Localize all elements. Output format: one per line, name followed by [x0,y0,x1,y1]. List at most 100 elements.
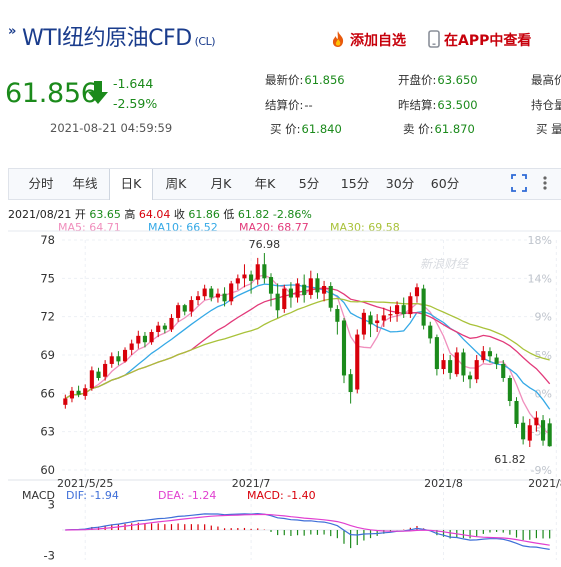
candle-down [116,356,121,362]
candle-up [381,315,386,321]
candle-up [176,305,181,318]
tab-15min[interactable]: 15分 [340,176,370,191]
quote-open: 开盘价:63.650 [398,73,478,87]
candle-up [69,390,75,399]
instrument-name: WTI纽约原油CFD [22,26,192,51]
candle-up [474,360,479,380]
candle-up [195,296,201,301]
price-change: -1.644 [113,76,154,91]
quote-bid: 买 价:61.840 [270,122,342,136]
candle-down [368,315,373,325]
candle-down [540,420,546,441]
candle-up [395,305,400,315]
candle-down [275,293,280,311]
candle-down [448,360,453,373]
period-tabs: 分时 年线 日K 周K 月K 年K 5分 15分 30分 60分 [8,168,561,200]
watermark: 新浪财经 [420,257,470,271]
candle-down [142,335,147,343]
candle-up [242,274,247,279]
candle-up [527,425,532,441]
x-tick-label: 2021/8/21 [528,477,561,490]
tab-yearly-k[interactable]: 年K [254,176,276,191]
candle-up [308,278,313,295]
last-price: 61.856 [5,78,98,109]
tab-daily-k[interactable]: 日K [109,169,153,200]
y-tick-label: 69 [40,348,55,362]
candle-up [63,398,68,405]
candle-down [494,357,499,364]
candle-down [96,371,101,378]
candle-down [341,320,347,376]
y-pct-label: -9% [531,464,552,477]
candle-up [534,417,539,426]
flame-icon [330,30,346,52]
y-tick-label: 75 [40,271,55,285]
candle-down [521,422,526,440]
x-tick-label: 2021/8 [424,477,463,490]
tab-5min[interactable]: 5分 [298,176,320,191]
tab-intraday[interactable]: 分时 [28,176,54,191]
candle-up [109,356,114,364]
candle-up [136,335,141,344]
tab-60min[interactable]: 60分 [430,176,460,191]
ma5-line [64,274,551,435]
quote-time: 2021-08-21 04:59:59 [50,121,173,135]
candle-down [315,278,320,293]
candle-down [162,325,167,330]
macd-dif: DIF: -1.94 [66,489,119,502]
y-pct-label: 14% [528,272,552,285]
candle-down [302,284,307,295]
candle-down [348,374,353,393]
add-watchlist-label: 添加自选 [350,33,406,49]
open-in-app-label: 在APP中查看 [444,33,532,49]
candle-down [335,309,340,322]
candle-down [262,264,267,279]
fullscreen-icon[interactable] [510,173,528,197]
candle-up [83,388,88,396]
candle-down [268,277,274,294]
y-tick-label: 60 [40,463,55,477]
candle-down [501,363,506,378]
candle-up [122,349,128,362]
candle-up [388,314,393,316]
ohlc-pct: -2.86% [272,208,312,221]
candle-down [182,305,187,312]
candle-up [295,283,300,298]
ohlc-close: 61.86 [188,208,220,221]
candle-down [288,288,293,298]
candle-up [229,283,234,302]
dif-line [65,512,550,550]
candle-up [441,360,446,370]
candle-down [222,293,227,302]
add-watchlist-button[interactable]: 添加自选 [330,30,406,52]
ohlc-high: 64.04 [138,208,171,221]
candle-down [507,378,512,401]
tab-monthly-k[interactable]: 月K [210,176,232,191]
candle-up [408,296,413,315]
candle-down [421,288,426,326]
quote-prev-settle: 昨结算:63.500 [398,98,478,112]
tab-30min[interactable]: 30分 [385,176,415,191]
candle-down [428,325,433,339]
ohlc-date: 2021/08/21 [8,208,72,221]
candle-down [434,337,439,370]
candle-down [461,352,466,376]
candle-up [169,317,174,330]
title-mark-icon: » [8,24,17,39]
candle-up [414,287,420,297]
more-vertical-icon[interactable] [540,173,550,197]
open-in-app-button[interactable]: 在APP中查看 [428,30,531,52]
candle-down [249,274,254,281]
candle-up [255,264,260,280]
tab-weekly-k[interactable]: 周K [165,176,187,191]
ma10-line [64,283,551,410]
instrument-title: WTI纽约原油CFD (CL) [22,20,216,52]
candle-up [89,370,94,389]
candle-down [487,351,493,357]
candle-up [156,325,161,332]
tab-year-line[interactable]: 年线 [72,176,98,191]
quote-ask: 卖 价:61.870 [403,122,475,136]
candle-up [355,334,360,390]
y-tick-label: 66 [40,386,55,400]
